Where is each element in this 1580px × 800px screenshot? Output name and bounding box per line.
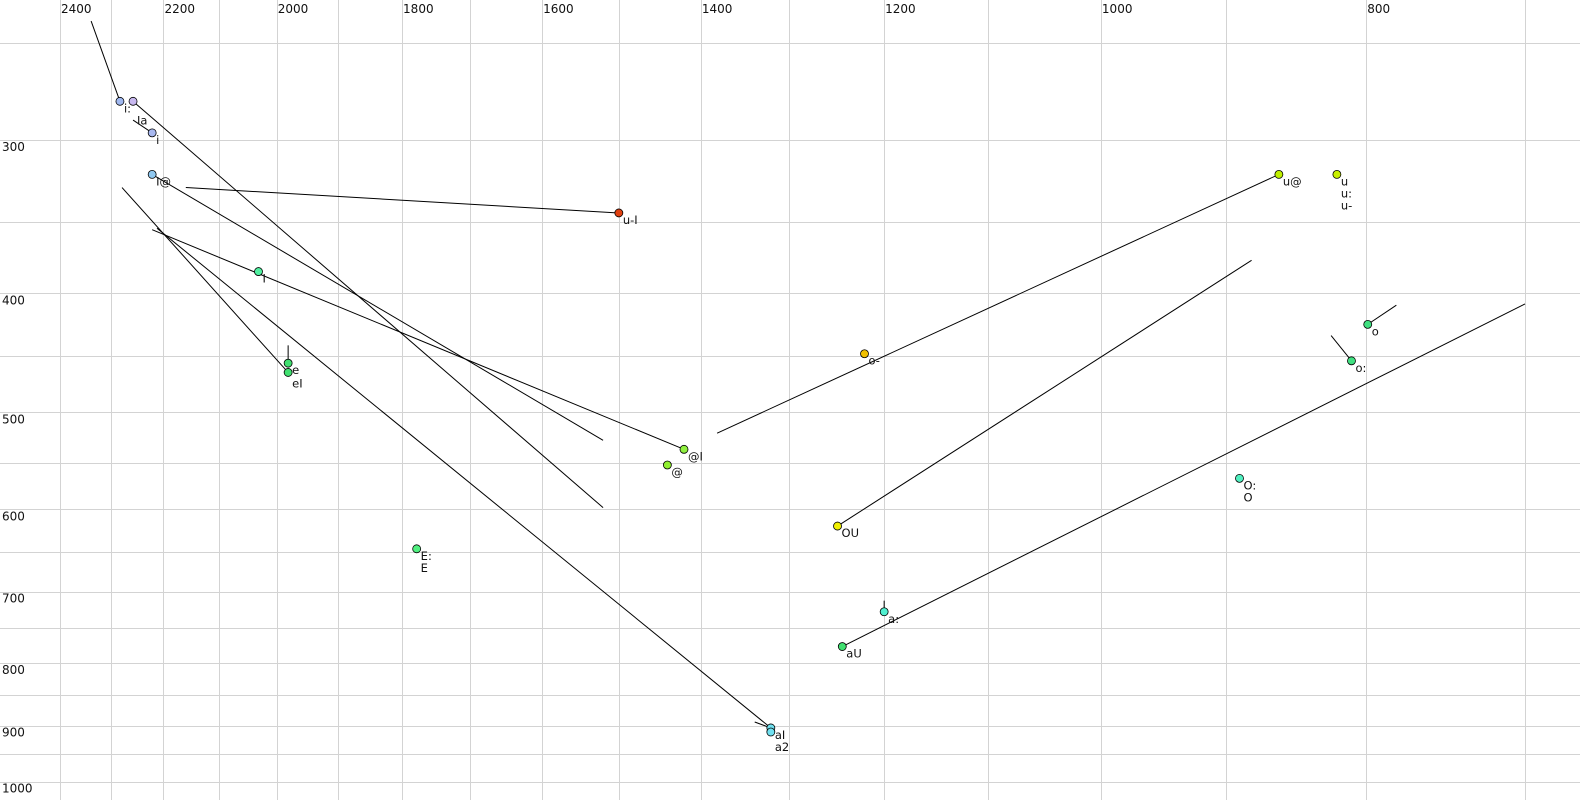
trajectory-line (716, 173, 1280, 434)
vowel-point (283, 368, 293, 377)
vowel-label: a2 (775, 740, 789, 754)
vowel-point (128, 96, 138, 106)
vowel-point (837, 642, 847, 651)
vowel-label: @ (671, 465, 683, 479)
vowel-label: eI (292, 376, 302, 390)
vowel-point (1235, 473, 1244, 483)
vowel-label: o (1372, 324, 1379, 338)
trajectory-line (151, 229, 685, 450)
vowel-label: a: (888, 612, 899, 626)
vowel-point (1332, 169, 1342, 179)
trajectory-line (1367, 304, 1397, 325)
vowel-label: aU (846, 647, 861, 661)
vowel-label: E (421, 561, 428, 575)
trajectory-line (132, 100, 604, 509)
vowel-point (412, 544, 422, 554)
y-tick-label: 600 (2, 509, 25, 523)
vowel-label: @I (688, 449, 703, 463)
vowel-point (860, 349, 869, 359)
vowel-label: Ia (137, 113, 147, 127)
vowel-label: OU (842, 526, 859, 540)
vowel-point (879, 607, 889, 617)
trajectory-line (151, 173, 604, 441)
y-tick-label: 800 (2, 663, 25, 677)
x-tick-label: 1200 (885, 2, 916, 16)
vowel-label: o: (1355, 361, 1366, 375)
y-tick-label: 700 (2, 592, 25, 606)
vowel-label: I (262, 272, 265, 286)
x-tick-label: 1000 (1102, 2, 1133, 16)
y-tick-label: 400 (2, 293, 25, 307)
x-tick-label: 800 (1367, 2, 1390, 16)
trajectory-line (121, 187, 289, 373)
vowel-point (662, 460, 672, 470)
vowel-point (147, 128, 157, 138)
trajectories (90, 20, 1526, 729)
vowel-label: u@ (1283, 174, 1302, 188)
trajectory-line (837, 259, 1252, 527)
vowel-point (614, 208, 624, 218)
vowel-label: u- (1341, 198, 1352, 212)
vowel-label: u: (1341, 186, 1352, 200)
vowel-label: i: (124, 101, 131, 115)
vowel-label: u (1341, 174, 1348, 188)
trajectory-line (90, 20, 121, 102)
vowel-point (147, 169, 157, 179)
vowel-point (679, 444, 689, 454)
vowel-label: o- (868, 354, 879, 368)
vowel-point (1274, 169, 1284, 179)
trajectory-line (185, 187, 619, 214)
vowel-point (115, 96, 125, 106)
vowel-label: O: (1243, 478, 1256, 492)
vowel-point (283, 358, 293, 368)
vowel-label: aI (775, 728, 785, 742)
vowel-label: I@ (156, 174, 171, 188)
x-tick-label: 2000 (278, 2, 309, 16)
vowel-label: u-I (623, 213, 638, 227)
y-tick-label: 1000 (2, 782, 33, 796)
trajectory-line (842, 303, 1526, 647)
x-tick-label: 2400 (61, 2, 92, 16)
tick-labels: 2400 2200 2000 1800 1600 1400 1200 1000 800 300 40… (2, 2, 1390, 796)
vowel-label: e (292, 363, 299, 377)
x-tick-label: 1800 (403, 2, 434, 16)
x-tick-label: 1400 (702, 2, 733, 16)
vowel-label: i (156, 133, 159, 147)
vowel-point (1363, 319, 1373, 329)
y-tick-label: 300 (2, 140, 25, 154)
trajectory-line (156, 227, 772, 729)
vowel-point (833, 521, 842, 531)
x-tick-label: 1600 (543, 2, 574, 16)
vowel-point (766, 727, 776, 737)
y-tick-label: 900 (2, 726, 25, 740)
vowel-point (254, 267, 263, 276)
trajectory-line (1330, 335, 1352, 362)
x-tick-label: 2200 (164, 2, 195, 16)
y-tick-label: 500 (2, 412, 25, 426)
vowel-label: E: (421, 549, 432, 563)
vowel-point (1347, 356, 1356, 366)
vowel-label: O (1243, 490, 1252, 504)
